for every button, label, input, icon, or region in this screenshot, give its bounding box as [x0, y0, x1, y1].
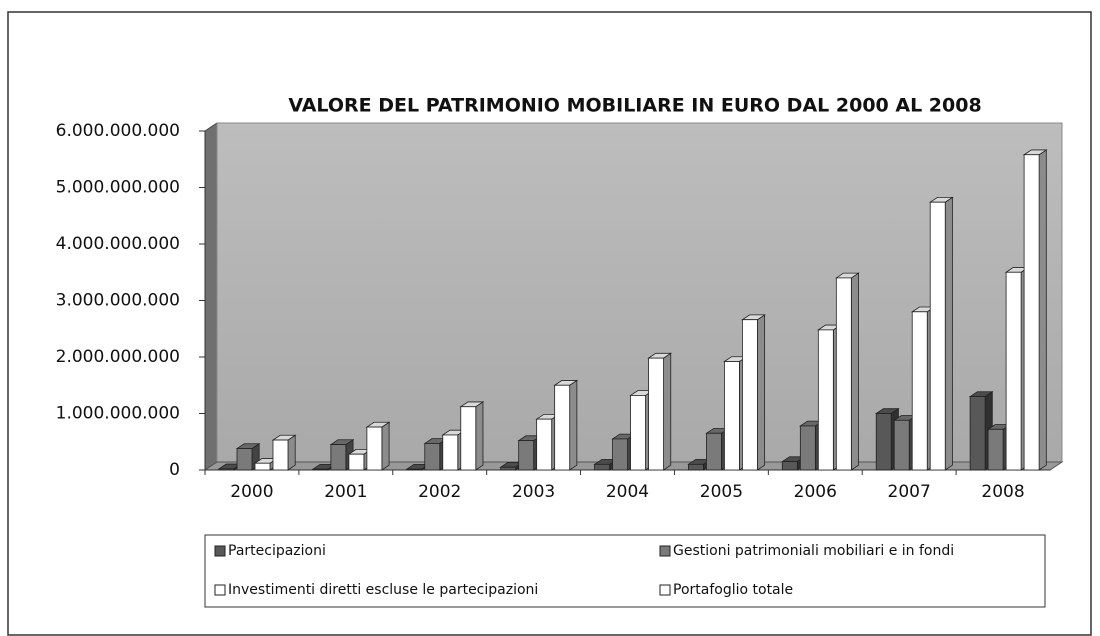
bar-side [663, 352, 672, 471]
x-tick-label: 2003 [512, 482, 555, 502]
bar [1023, 154, 1040, 471]
bar-side [287, 434, 296, 471]
legend-label: Partecipazioni [228, 543, 326, 559]
legend-label: Gestioni patrimoniali mobiliari e in fon… [673, 543, 954, 559]
bar [648, 357, 664, 471]
bar [630, 395, 646, 471]
bar [612, 438, 628, 471]
bar-side [475, 401, 484, 471]
bar [742, 319, 758, 471]
bar [781, 461, 798, 471]
y-tick-label: 1.000.000.000 [56, 404, 180, 424]
legend-swatch [659, 584, 671, 596]
bar [236, 448, 253, 471]
bar [330, 444, 347, 471]
legend [204, 534, 1046, 608]
legend-swatch [214, 584, 226, 596]
bar [969, 396, 986, 471]
x-tick-label: 2004 [606, 482, 649, 502]
bar [518, 440, 535, 471]
bar [500, 466, 517, 471]
bar [911, 311, 928, 471]
bar [554, 384, 571, 471]
y-tick-label: 6.000.000.000 [56, 121, 180, 141]
bar [1005, 271, 1022, 471]
bar [893, 419, 910, 471]
bar [536, 418, 553, 471]
bar [875, 413, 892, 471]
x-tick-label: 2005 [700, 482, 743, 502]
x-tick-label: 2007 [888, 482, 931, 502]
bar [254, 462, 271, 471]
bar-side [1038, 149, 1047, 471]
bar [348, 453, 365, 471]
bar-side [944, 196, 953, 471]
bar [312, 468, 329, 471]
legend-swatch [214, 545, 226, 557]
x-tick-label: 2002 [418, 482, 461, 502]
left-wall [204, 122, 218, 471]
bar [406, 468, 423, 471]
y-tick-label: 2.000.000.000 [56, 347, 180, 367]
bar [272, 439, 289, 471]
x-tick-label: 2000 [230, 482, 273, 502]
legend-label: Investimenti diretti escluse le partecip… [228, 582, 538, 598]
y-tick-label: 3.000.000.000 [56, 291, 180, 311]
y-tick-label: 0 [169, 460, 180, 480]
y-tick-label: 5.000.000.000 [56, 178, 180, 198]
bar [724, 361, 740, 471]
bar-side [757, 314, 766, 471]
bar [218, 468, 235, 471]
y-tick-label: 4.000.000.000 [56, 234, 180, 254]
bar [424, 443, 441, 471]
chart-title: VALORE DEL PATRIMONIO MOBILIARE IN EURO … [288, 95, 981, 117]
x-tick-label: 2006 [794, 482, 837, 502]
bar [799, 425, 816, 471]
legend-label: Portafoglio totale [673, 582, 793, 598]
bar-side [569, 379, 578, 471]
bar [706, 432, 722, 471]
x-tick-label: 2001 [324, 482, 367, 502]
bar [460, 406, 477, 471]
bar [929, 201, 946, 471]
bar [987, 428, 1004, 471]
legend-swatch [659, 545, 671, 557]
bar [688, 463, 704, 471]
bar [366, 426, 383, 471]
bar [817, 329, 834, 471]
bar [442, 434, 459, 471]
x-tick-label: 2008 [981, 482, 1024, 502]
bar-side [850, 272, 859, 471]
bar-side [381, 421, 390, 471]
bar [594, 463, 610, 471]
bar [835, 277, 852, 471]
